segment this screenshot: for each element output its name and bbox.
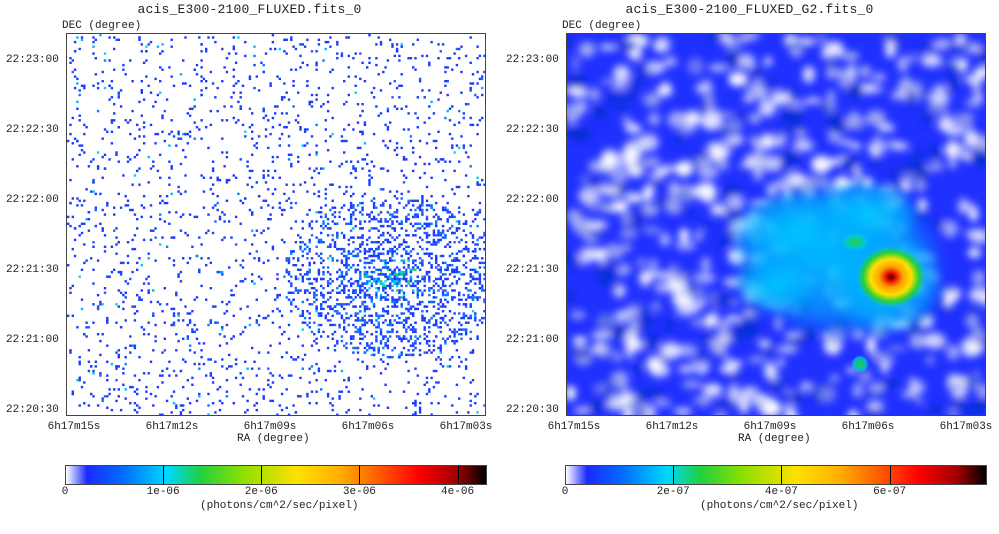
y-tick: 22:20:30 xyxy=(506,404,559,416)
colorbar-unit-label: (photons/cm^2/sec/pixel) xyxy=(200,500,359,512)
x-tick: 6h17m12s xyxy=(645,421,699,433)
colorbar-tick-label: 6e-07 xyxy=(873,486,907,498)
smoothed-flux-image-plot[interactable] xyxy=(566,33,986,416)
colorbar-tick-mark xyxy=(781,466,783,484)
y-tick: 22:21:00 xyxy=(6,334,59,346)
photon-flux-map xyxy=(67,34,485,415)
colorbar-tick-label: 4e-06 xyxy=(441,486,475,498)
left-panel: acis_E300-2100_FLUXED.fits_0 DEC (degree… xyxy=(0,0,499,534)
colorbar-tick-mark xyxy=(673,466,675,484)
colorbar-tick-label: 3e-06 xyxy=(342,486,376,498)
colorbar xyxy=(65,465,487,485)
dec-axis-label: DEC (degree) xyxy=(562,20,642,32)
y-tick: 22:22:30 xyxy=(506,124,559,136)
y-tick: 22:23:00 xyxy=(6,54,59,66)
y-tick: 22:21:00 xyxy=(506,334,559,346)
y-tick: 22:20:30 xyxy=(6,404,59,416)
colorbar-tick-label: 0 xyxy=(561,486,569,498)
point-source xyxy=(851,355,869,373)
colorbar-tick-mark xyxy=(261,466,263,484)
diffuse-emission xyxy=(727,179,947,339)
colorbar-tick-mark xyxy=(889,466,891,484)
image-title: acis_E300-2100_FLUXED_G2.fits_0 xyxy=(625,2,874,17)
colorbar-tick-label: 2e-06 xyxy=(244,486,278,498)
photon-events xyxy=(67,34,485,415)
x-tick: 6h17m15s xyxy=(47,421,101,433)
ra-axis-label: RA (degree) xyxy=(738,433,811,445)
colorbar xyxy=(565,465,987,485)
colorbar-tick-label: 4e-07 xyxy=(764,486,798,498)
x-tick: 6h17m03s xyxy=(439,421,493,433)
colorbar-tick-mark xyxy=(359,466,361,484)
colorbar-tick-mark xyxy=(457,466,459,484)
bright-source xyxy=(857,247,925,307)
colorbar-unit-label: (photons/cm^2/sec/pixel) xyxy=(700,500,859,512)
y-tick: 22:22:00 xyxy=(506,194,559,206)
y-tick: 22:21:30 xyxy=(6,264,59,276)
dec-axis-label: DEC (degree) xyxy=(62,20,142,32)
x-tick: 6h17m09s xyxy=(743,421,797,433)
ra-axis-label: RA (degree) xyxy=(237,433,310,445)
colorbar-tick-label: 2e-07 xyxy=(656,486,690,498)
image-title: acis_E300-2100_FLUXED.fits_0 xyxy=(137,2,362,17)
x-tick: 6h17m09s xyxy=(243,421,297,433)
colorbar-tick-label: 1e-06 xyxy=(146,486,180,498)
x-tick: 6h17m06s xyxy=(341,421,395,433)
colorbar-tick-mark xyxy=(163,466,165,484)
x-tick: 6h17m15s xyxy=(547,421,601,433)
emission-knot xyxy=(841,233,869,251)
right-panel: acis_E300-2100_FLUXED_G2.fits_0 DEC (deg… xyxy=(500,0,999,534)
x-tick: 6h17m12s xyxy=(145,421,199,433)
y-tick: 22:22:30 xyxy=(6,124,59,136)
y-tick: 22:21:30 xyxy=(506,264,559,276)
x-tick: 6h17m06s xyxy=(841,421,895,433)
y-tick: 22:22:00 xyxy=(6,194,59,206)
y-tick: 22:23:00 xyxy=(506,54,559,66)
flux-image-plot[interactable] xyxy=(66,33,486,416)
colorbar-tick-label: 0 xyxy=(61,486,69,498)
x-tick: 6h17m03s xyxy=(939,421,993,433)
smoothed-photon-flux-map xyxy=(567,34,985,415)
